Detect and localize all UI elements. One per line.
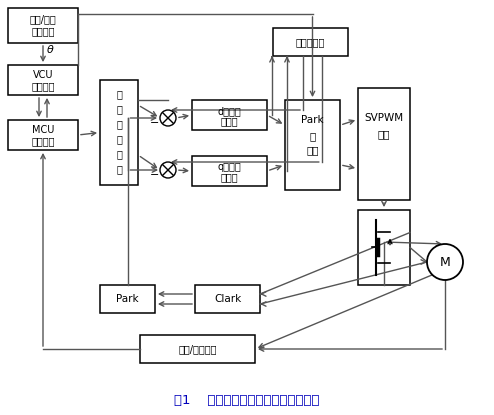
Bar bbox=[192, 100, 267, 130]
Text: M: M bbox=[440, 256, 451, 269]
Bar bbox=[8, 8, 78, 43]
Bar bbox=[140, 335, 255, 363]
Bar bbox=[192, 156, 267, 186]
Text: 流: 流 bbox=[116, 104, 122, 114]
Text: 策: 策 bbox=[116, 149, 122, 159]
Text: 变换: 变换 bbox=[306, 145, 319, 155]
Text: θ: θ bbox=[46, 45, 53, 55]
Text: 调节器: 调节器 bbox=[221, 172, 238, 182]
Text: 控制: 控制 bbox=[378, 129, 390, 139]
Text: 转速/位置检测: 转速/位置检测 bbox=[178, 344, 217, 354]
Text: MCU: MCU bbox=[32, 125, 54, 135]
Text: Clark: Clark bbox=[214, 294, 241, 304]
Bar bbox=[8, 120, 78, 150]
Bar bbox=[8, 65, 78, 95]
Text: 弱磁调节器: 弱磁调节器 bbox=[296, 37, 325, 47]
Text: q轴电流: q轴电流 bbox=[218, 162, 242, 172]
Text: SVPWM: SVPWM bbox=[365, 113, 404, 123]
Text: Park: Park bbox=[116, 294, 139, 304]
Text: Park: Park bbox=[301, 115, 324, 125]
Circle shape bbox=[427, 244, 463, 280]
Bar bbox=[100, 285, 155, 313]
Text: 制: 制 bbox=[116, 134, 122, 144]
Text: 主控芯片: 主控芯片 bbox=[31, 136, 55, 146]
Text: VCU: VCU bbox=[33, 70, 53, 80]
Bar bbox=[100, 80, 138, 185]
Text: 加速/制动: 加速/制动 bbox=[30, 14, 56, 24]
Text: 图1    电动汽车电机控制策略系统框图: 图1 电动汽车电机控制策略系统框图 bbox=[174, 393, 320, 407]
Text: 电: 电 bbox=[116, 89, 122, 99]
Circle shape bbox=[160, 162, 176, 178]
Bar bbox=[358, 210, 410, 285]
Text: 踏板开度: 踏板开度 bbox=[31, 26, 55, 36]
Text: 调节器: 调节器 bbox=[221, 116, 238, 126]
Text: −: − bbox=[150, 118, 160, 128]
Bar bbox=[273, 28, 348, 56]
Text: 逆: 逆 bbox=[309, 131, 316, 141]
Text: 略: 略 bbox=[116, 164, 122, 174]
Bar bbox=[285, 100, 340, 190]
Text: d轴电流: d轴电流 bbox=[218, 106, 242, 116]
Bar bbox=[358, 88, 410, 200]
Text: −: − bbox=[150, 170, 160, 180]
Text: 控: 控 bbox=[116, 119, 122, 129]
Text: 主控芯片: 主控芯片 bbox=[31, 81, 55, 91]
Circle shape bbox=[160, 110, 176, 126]
Bar bbox=[195, 285, 260, 313]
